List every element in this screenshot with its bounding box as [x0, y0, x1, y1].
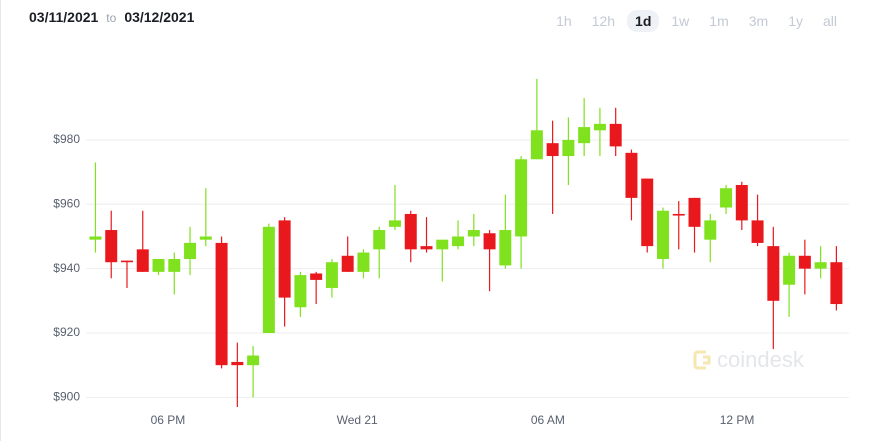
range-button[interactable]: 1m [709, 13, 729, 29]
range-button[interactable]: 1y [788, 13, 803, 29]
candle-body [704, 220, 717, 240]
candle-body [720, 188, 733, 208]
candle-body [404, 213, 417, 250]
candle-body [814, 262, 827, 269]
candle-body [767, 246, 780, 301]
range-button[interactable]: 1h [556, 13, 572, 29]
y-tick-label: $980 [53, 132, 80, 146]
candle-body [89, 236, 102, 240]
candle-body [325, 262, 338, 288]
candle-body [341, 255, 354, 272]
candle-body [199, 236, 212, 240]
candle-body [152, 258, 165, 272]
candle-body [184, 242, 197, 259]
date-range: 03/11/2021 to 03/12/2021 [29, 9, 194, 25]
plot: $900 $920 $940 $960 $980 06 PM Wed 21 06 AM 12 P… [53, 78, 849, 427]
range-selector: 1h 12h 1d 1w 1m 3m 1y all [548, 10, 845, 32]
range-button[interactable]: 1w [671, 13, 690, 29]
candle-body [231, 361, 244, 366]
range-button[interactable]: 12h [591, 13, 616, 29]
candle-body [436, 239, 449, 250]
candle-body [515, 159, 528, 237]
candle-body [373, 230, 386, 250]
candle-body [641, 178, 654, 247]
date-separator: to [106, 11, 117, 25]
candle-body [467, 230, 480, 237]
candle-body [798, 255, 811, 269]
range-button[interactable]: 1d [627, 10, 660, 32]
y-tick-label: $920 [53, 325, 80, 339]
candle-body [530, 130, 543, 160]
candle-body [562, 139, 575, 157]
candle-body [262, 226, 275, 333]
candle-body [215, 242, 228, 366]
candle-body [136, 249, 149, 272]
candle-body [783, 255, 796, 285]
date-from[interactable]: 03/11/2021 [29, 9, 99, 25]
candle-body [452, 236, 465, 247]
candle-body [105, 230, 118, 263]
x-tick-label: 06 AM [531, 413, 565, 427]
candle-body [625, 152, 638, 198]
candle-body [578, 127, 591, 144]
candle-body [751, 220, 764, 243]
candle-body [830, 262, 843, 305]
candle-body [357, 252, 370, 272]
x-tick-label: Wed 21 [337, 413, 378, 427]
candle-body [546, 143, 559, 157]
y-tick-label: $960 [53, 196, 80, 210]
candle-body [593, 123, 606, 131]
candle-body [656, 210, 669, 259]
x-tick-label: 12 PM [720, 413, 755, 427]
x-tick-label: 06 PM [151, 413, 186, 427]
range-button[interactable]: all [822, 13, 837, 29]
candle-body [420, 246, 433, 250]
candle-body [247, 355, 260, 366]
candle-body [168, 258, 181, 272]
candle-body [688, 197, 701, 227]
candle-body [278, 220, 291, 298]
candle-body [483, 233, 496, 250]
candle-body [388, 220, 401, 227]
date-to[interactable]: 03/12/2021 [124, 9, 195, 25]
y-tick-label: $900 [53, 390, 80, 404]
candle-body [735, 184, 748, 221]
candle-body [294, 275, 307, 308]
y-tick-label: $940 [53, 261, 80, 275]
range-button[interactable]: 3m [748, 13, 769, 29]
candle-body [310, 273, 323, 280]
watermark: coindesk [717, 347, 805, 372]
candle-body [120, 260, 133, 263]
candle-body [609, 123, 622, 147]
candle-body [499, 230, 512, 266]
candle-body [672, 213, 685, 216]
watermark-icon [693, 350, 711, 370]
